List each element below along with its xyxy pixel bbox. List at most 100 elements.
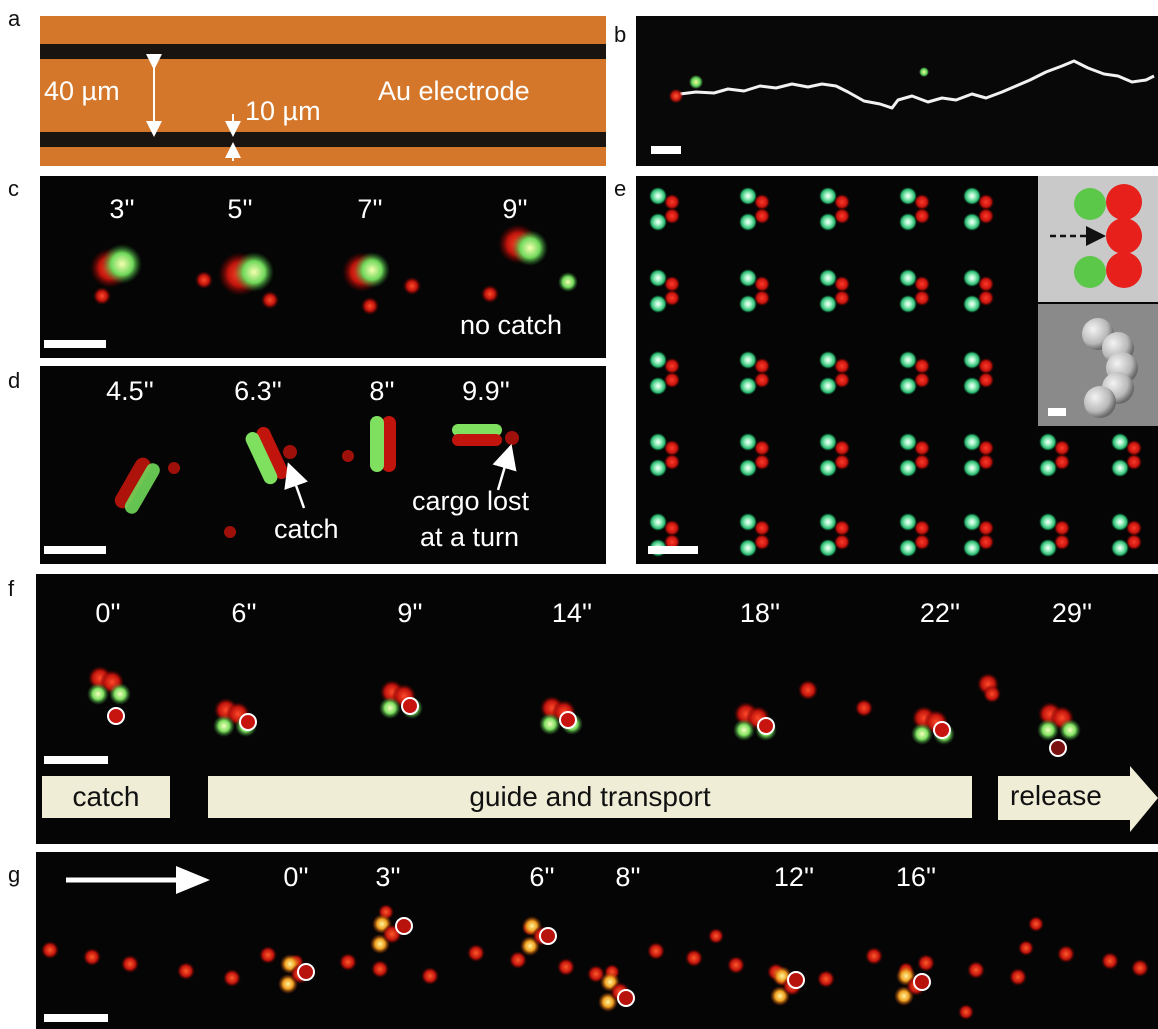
panel-c-time-2: 5'' bbox=[227, 194, 253, 224]
panel-e-scale-bar bbox=[648, 546, 698, 554]
assembly-green-particle bbox=[819, 459, 837, 477]
cargo-particle-marked bbox=[933, 721, 951, 739]
panel-g-time-5: 12'' bbox=[773, 862, 815, 892]
assembly-red-particle bbox=[664, 372, 680, 388]
panel-d-time-1: 4.5'' bbox=[106, 376, 154, 406]
assembly-green-particle bbox=[739, 513, 757, 531]
assembly-red-particle bbox=[834, 520, 850, 536]
dimension-arrows bbox=[146, 54, 241, 161]
assembly-green-particle bbox=[819, 187, 837, 205]
assembly-green-particle bbox=[739, 351, 757, 369]
assembly-green-particle bbox=[963, 269, 981, 287]
assembly-red-particle bbox=[754, 276, 770, 292]
assembly-green-particle bbox=[1111, 513, 1129, 531]
assembly-green-particle bbox=[963, 459, 981, 477]
cargo-particle-marked bbox=[787, 971, 805, 989]
assembly-green-particle bbox=[739, 269, 757, 287]
carrier-green-particle bbox=[213, 715, 235, 737]
assembly-red-particle bbox=[664, 440, 680, 456]
assembly-green-particle bbox=[739, 539, 757, 557]
carrier-green-particle bbox=[733, 719, 755, 741]
assembly-green-particle bbox=[899, 269, 917, 287]
assembly-green-particle bbox=[899, 433, 917, 451]
assembly-green-particle bbox=[963, 295, 981, 313]
background-red-particle bbox=[727, 956, 745, 974]
stage-catch-banner: catch bbox=[42, 776, 170, 818]
assembly-green-particle bbox=[963, 187, 981, 205]
assembly-red-particle bbox=[664, 520, 680, 536]
assembly-green-particle bbox=[963, 539, 981, 557]
panel-label-g: g bbox=[8, 862, 21, 887]
assembly-red-particle bbox=[754, 290, 770, 306]
assembly-red-particle bbox=[664, 358, 680, 374]
panel-f-scale-bar bbox=[44, 756, 108, 764]
assembly-red-particle bbox=[978, 440, 994, 456]
cargo-particle-marked bbox=[913, 973, 931, 991]
assembly-green-particle bbox=[739, 459, 757, 477]
assembly-red-particle bbox=[834, 290, 850, 306]
assembly-green-particle bbox=[649, 295, 667, 313]
assembly-red-particle bbox=[834, 372, 850, 388]
electrode-gap-bottom bbox=[40, 132, 606, 147]
background-red-particle bbox=[41, 941, 59, 959]
assembly-red-particle bbox=[754, 534, 770, 550]
cargo-particle-marked bbox=[539, 927, 557, 945]
assembly-green-particle bbox=[739, 187, 757, 205]
assembly-green-particle bbox=[649, 377, 667, 395]
assembly-red-particle bbox=[754, 372, 770, 388]
assembly-red-particle bbox=[1126, 454, 1142, 470]
cargo-particle-marked bbox=[617, 989, 635, 1007]
assembly-green-particle bbox=[1111, 459, 1129, 477]
assembly-green-particle bbox=[963, 433, 981, 451]
panel-g-time-2: 3'' bbox=[375, 862, 401, 892]
background-red-particle bbox=[1057, 945, 1075, 963]
panel-d-time-3: 8'' bbox=[369, 376, 395, 406]
assembly-red-particle bbox=[1054, 520, 1070, 536]
assembly-red-particle bbox=[1126, 534, 1142, 550]
assembly-red-particle bbox=[1054, 440, 1070, 456]
background-red-particle bbox=[647, 942, 665, 960]
assembly-red-particle bbox=[914, 372, 930, 388]
background-red-particle bbox=[371, 960, 389, 978]
panel-e-schematic-inset bbox=[1038, 176, 1158, 302]
panel-label-a: a bbox=[8, 6, 21, 31]
assembly-red-particle bbox=[914, 520, 930, 536]
assembly-green-particle bbox=[899, 459, 917, 477]
cargo-particle-marked bbox=[395, 917, 413, 935]
panel-f-time-5: 18'' bbox=[739, 598, 781, 628]
background-red-particle bbox=[121, 955, 139, 973]
assembly-green-particle bbox=[649, 269, 667, 287]
panel-d-lost-line1: cargo lost bbox=[412, 486, 530, 516]
assembly-green-particle bbox=[899, 351, 917, 369]
assembly-red-particle bbox=[978, 194, 994, 210]
assembly-red-particle bbox=[754, 454, 770, 470]
panel-label-e: e bbox=[614, 176, 627, 201]
panel-f-transport-sequence: 0'' 6'' 9'' 14'' 18'' 22'' 29'' catch gu… bbox=[36, 574, 1158, 844]
assembly-red-particle bbox=[978, 276, 994, 292]
assembly-red-particle bbox=[978, 358, 994, 374]
assembly-green-particle bbox=[739, 433, 757, 451]
carrier-green-particle bbox=[1059, 719, 1081, 741]
stage-transport-banner: guide and transport bbox=[208, 776, 972, 818]
assembly-green-particle bbox=[819, 269, 837, 287]
sem-scale-bar bbox=[1048, 408, 1066, 416]
flow-direction-arrow bbox=[176, 866, 210, 894]
assembly-green-particle bbox=[649, 187, 667, 205]
assembly-green-particle bbox=[963, 513, 981, 531]
assembly-green-particle bbox=[963, 377, 981, 395]
carrier-green-particle bbox=[911, 723, 933, 745]
gap-label: 10 µm bbox=[245, 96, 321, 126]
panel-g-flow-sequence: 0'' 3'' 6'' 8'' 12'' 16'' bbox=[36, 852, 1158, 1029]
panel-label-f: f bbox=[8, 576, 15, 601]
cargo-particle-marked bbox=[757, 717, 775, 735]
panel-c-particles bbox=[90, 224, 578, 315]
cargo-particle-marked bbox=[401, 697, 419, 715]
assembly-red-particle bbox=[1054, 534, 1070, 550]
free-red-particle bbox=[798, 680, 818, 700]
assembly-green-particle bbox=[963, 213, 981, 231]
assembly-green-particle bbox=[899, 295, 917, 313]
assembly-green-particle bbox=[819, 433, 837, 451]
stage-release-label: release bbox=[1010, 780, 1102, 811]
panel-b-trajectory-image bbox=[636, 16, 1158, 166]
assembly-red-particle bbox=[914, 534, 930, 550]
